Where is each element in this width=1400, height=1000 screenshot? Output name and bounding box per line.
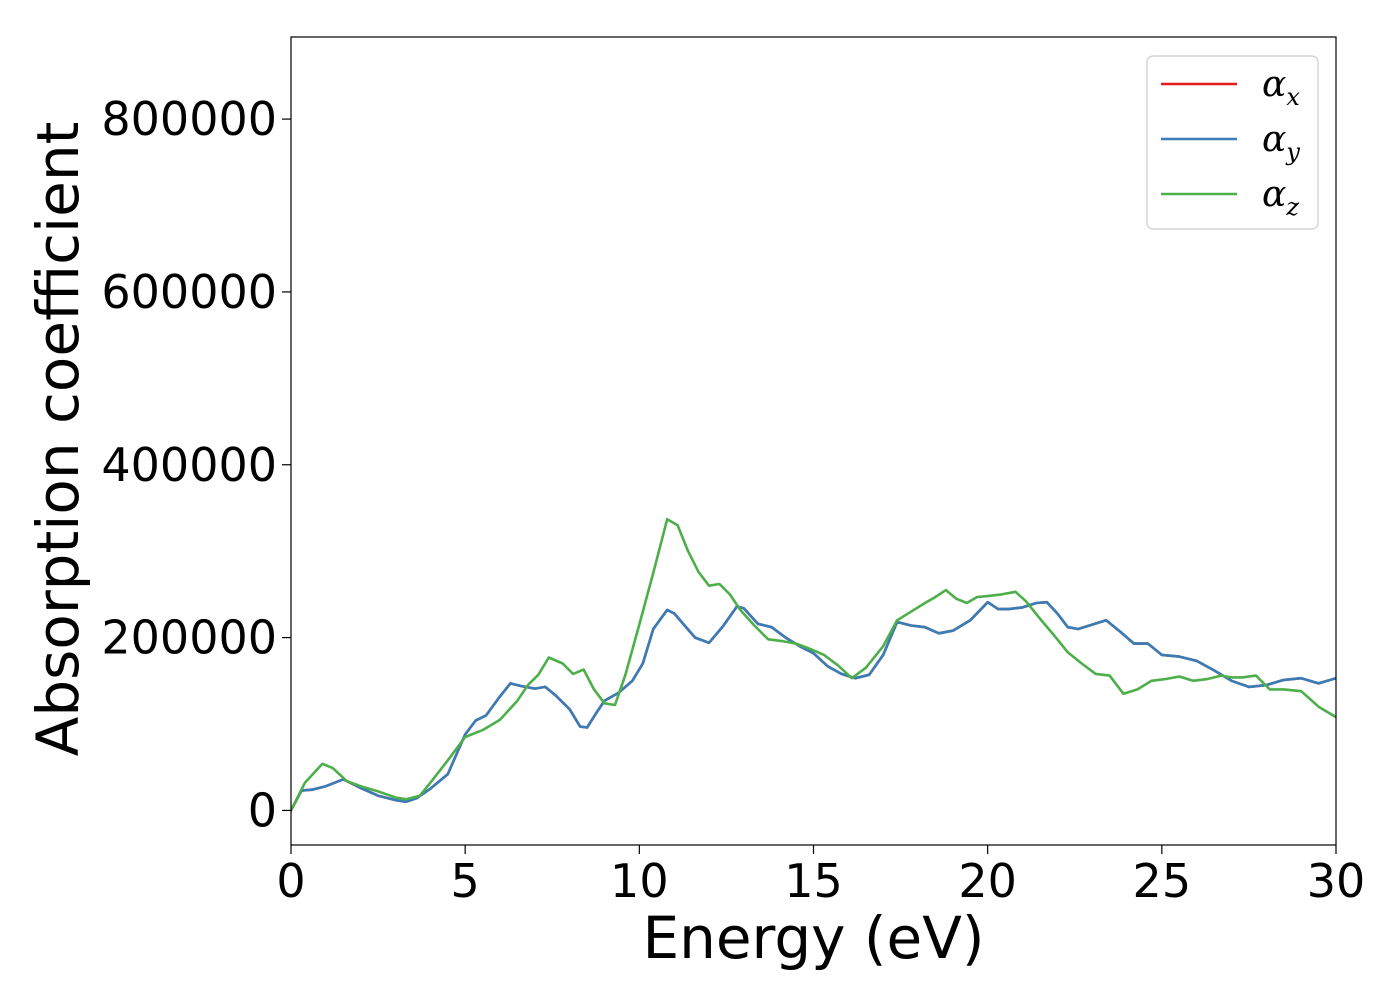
series-line-y bbox=[291, 600, 1336, 812]
x-tick-label: 10 bbox=[610, 854, 669, 908]
x-tick-label: 0 bbox=[276, 854, 305, 908]
y-axis: 0 200000 400000 600000 800000 bbox=[101, 92, 291, 837]
y-tick-label: 400000 bbox=[101, 438, 277, 492]
x-tick-label: 5 bbox=[451, 854, 480, 908]
y-tick-label: 800000 bbox=[101, 92, 277, 146]
y-tick-label: 200000 bbox=[101, 611, 277, 665]
y-tick-label: 600000 bbox=[101, 265, 277, 319]
legend-label-z: αz bbox=[1262, 174, 1299, 221]
x-axis-label: Energy (eV) bbox=[642, 904, 984, 972]
y-tick-label: 0 bbox=[248, 783, 277, 837]
x-tick-label: 25 bbox=[1133, 854, 1192, 908]
legend-label-y: αy bbox=[1262, 119, 1300, 166]
y-axis-label: Absorption coefficient bbox=[24, 122, 92, 757]
x-axis: 0 5 10 15 20 25 30 bbox=[276, 845, 1365, 908]
x-tick-label: 20 bbox=[958, 854, 1017, 908]
series-layer bbox=[291, 517, 1336, 812]
series-line-z bbox=[291, 517, 1336, 812]
legend: αx αy αz bbox=[1146, 55, 1319, 230]
legend-box bbox=[1146, 55, 1319, 230]
series-line-x bbox=[291, 600, 1336, 812]
legend-label-x: αx bbox=[1262, 64, 1300, 111]
x-tick-label: 30 bbox=[1307, 854, 1366, 908]
x-tick-label: 15 bbox=[784, 854, 843, 908]
